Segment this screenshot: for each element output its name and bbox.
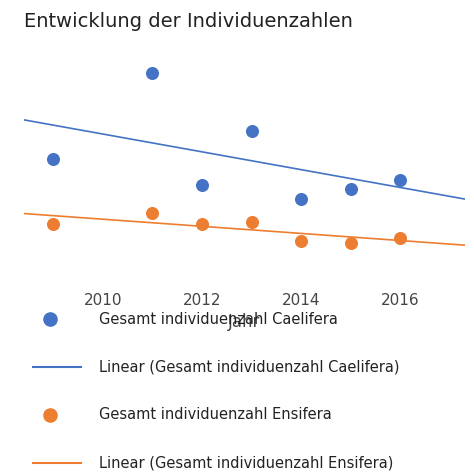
Point: [297, 195, 305, 202]
Point: [149, 69, 156, 77]
Text: Linear (Gesamt individuenzahl Ensifera): Linear (Gesamt individuenzahl Ensifera): [99, 455, 393, 470]
Text: Linear (Gesamt individuenzahl Caelifera): Linear (Gesamt individuenzahl Caelifera): [99, 360, 399, 374]
Text: Entwicklung der Individuenzahlen: Entwicklung der Individuenzahlen: [24, 12, 353, 31]
Point: [198, 220, 206, 228]
Point: [198, 181, 206, 189]
Point: [50, 220, 57, 228]
Point: [50, 155, 57, 163]
Point: [347, 186, 355, 193]
Point: [347, 239, 355, 247]
Point: [396, 235, 404, 242]
Text: Gesamt individuenzahl Caelifera: Gesamt individuenzahl Caelifera: [99, 312, 337, 327]
Point: [297, 237, 305, 245]
Point: [396, 176, 404, 184]
Point: [248, 128, 255, 135]
Point: [248, 218, 255, 226]
Text: Gesamt individuenzahl Ensifera: Gesamt individuenzahl Ensifera: [99, 407, 331, 422]
X-axis label: Jahr: Jahr: [228, 313, 260, 331]
Point: [149, 209, 156, 217]
